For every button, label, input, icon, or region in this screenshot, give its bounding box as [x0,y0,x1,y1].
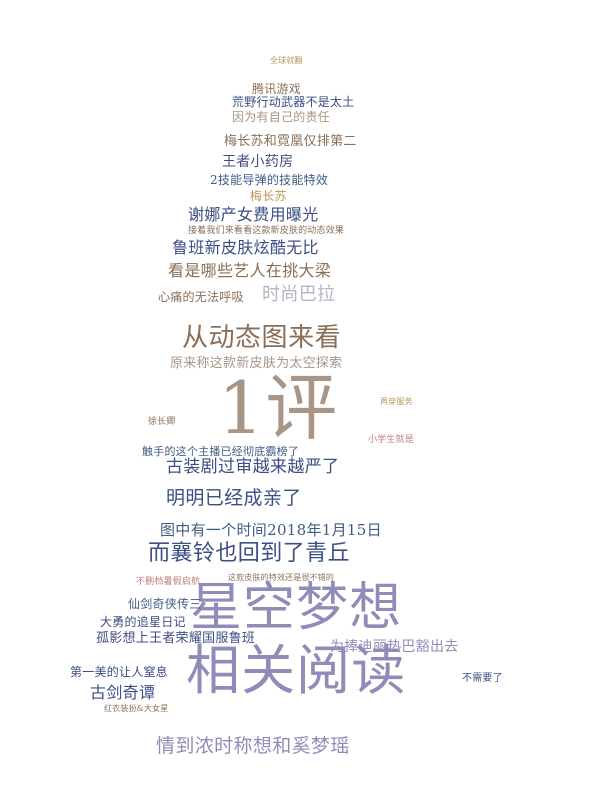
cloud-word: 不需要了 [462,673,503,684]
cloud-word: 原来称这款新皮肤为太空探索 [170,356,343,371]
cloud-word: 仙剑奇侠传三 [128,597,202,611]
cloud-word: 触手的这个主播已经彻底霸榜了 [142,445,300,458]
cloud-word: 情到浓时称想和奚梦瑶 [156,735,350,757]
cloud-word: 古剑奇谭 [90,683,156,702]
cloud-word: 而襄铃也回到了青丘 [148,541,350,566]
cloud-word: 图中有一个时间2018年1月15日 [160,521,382,539]
cloud-word: 腾讯游戏 [252,82,301,96]
cloud-word: 古装剧过审越来越严了 [166,457,340,477]
cloud-word: 从动态图来看 [182,323,342,353]
cloud-word: 徐长卿 [148,417,176,427]
cloud-word: 孤影想上王者荣耀国服鲁班 [96,631,256,646]
cloud-word: 谢娜产女费用曝光 [188,205,319,224]
cloud-word: 大勇的追星日记 [100,615,186,629]
cloud-word: 相关阅读 [186,639,407,702]
cloud-word: 全球就翻 [270,56,303,65]
cloud-word: 为捧迪丽热巴豁出去 [330,639,459,655]
cloud-word: 时尚巴拉 [262,284,336,305]
cloud-word: 明明已经成亲了 [166,487,302,509]
cloud-word: 心痛的无法呼吸 [158,290,244,304]
cloud-word: 因为有自己的责任 [232,110,330,124]
cloud-word: 小学生就是 [368,435,414,445]
cloud-word: 梅长苏 [250,189,287,203]
cloud-word: 王者小药房 [222,154,294,170]
cloud-word: 1评 [218,366,339,450]
cloud-word: 红衣装扮&大女星 [104,704,169,713]
cloud-word: 再穿服务 [380,397,413,406]
cloud-word: 2技能导弹的技能特效 [210,173,329,187]
cloud-word: 荒野行动武器不是太土 [232,95,355,109]
cloud-word: 梅长苏和霓凰仅排第二 [224,134,357,149]
cloud-word: 第一美的让人窒息 [70,665,168,679]
cloud-word: 星空梦想 [190,578,403,638]
cloud-word: 这款皮肤的特效还是很不错的 [228,573,335,582]
cloud-word: 鲁班新皮肤炫酷无比 [172,238,319,257]
cloud-word: 接着我们来看看这款新皮肤的动态效果 [188,226,345,236]
cloud-word: 不删档暑假启航 [136,577,201,587]
cloud-word: 看是哪些艺人在挑大梁 [168,261,332,280]
